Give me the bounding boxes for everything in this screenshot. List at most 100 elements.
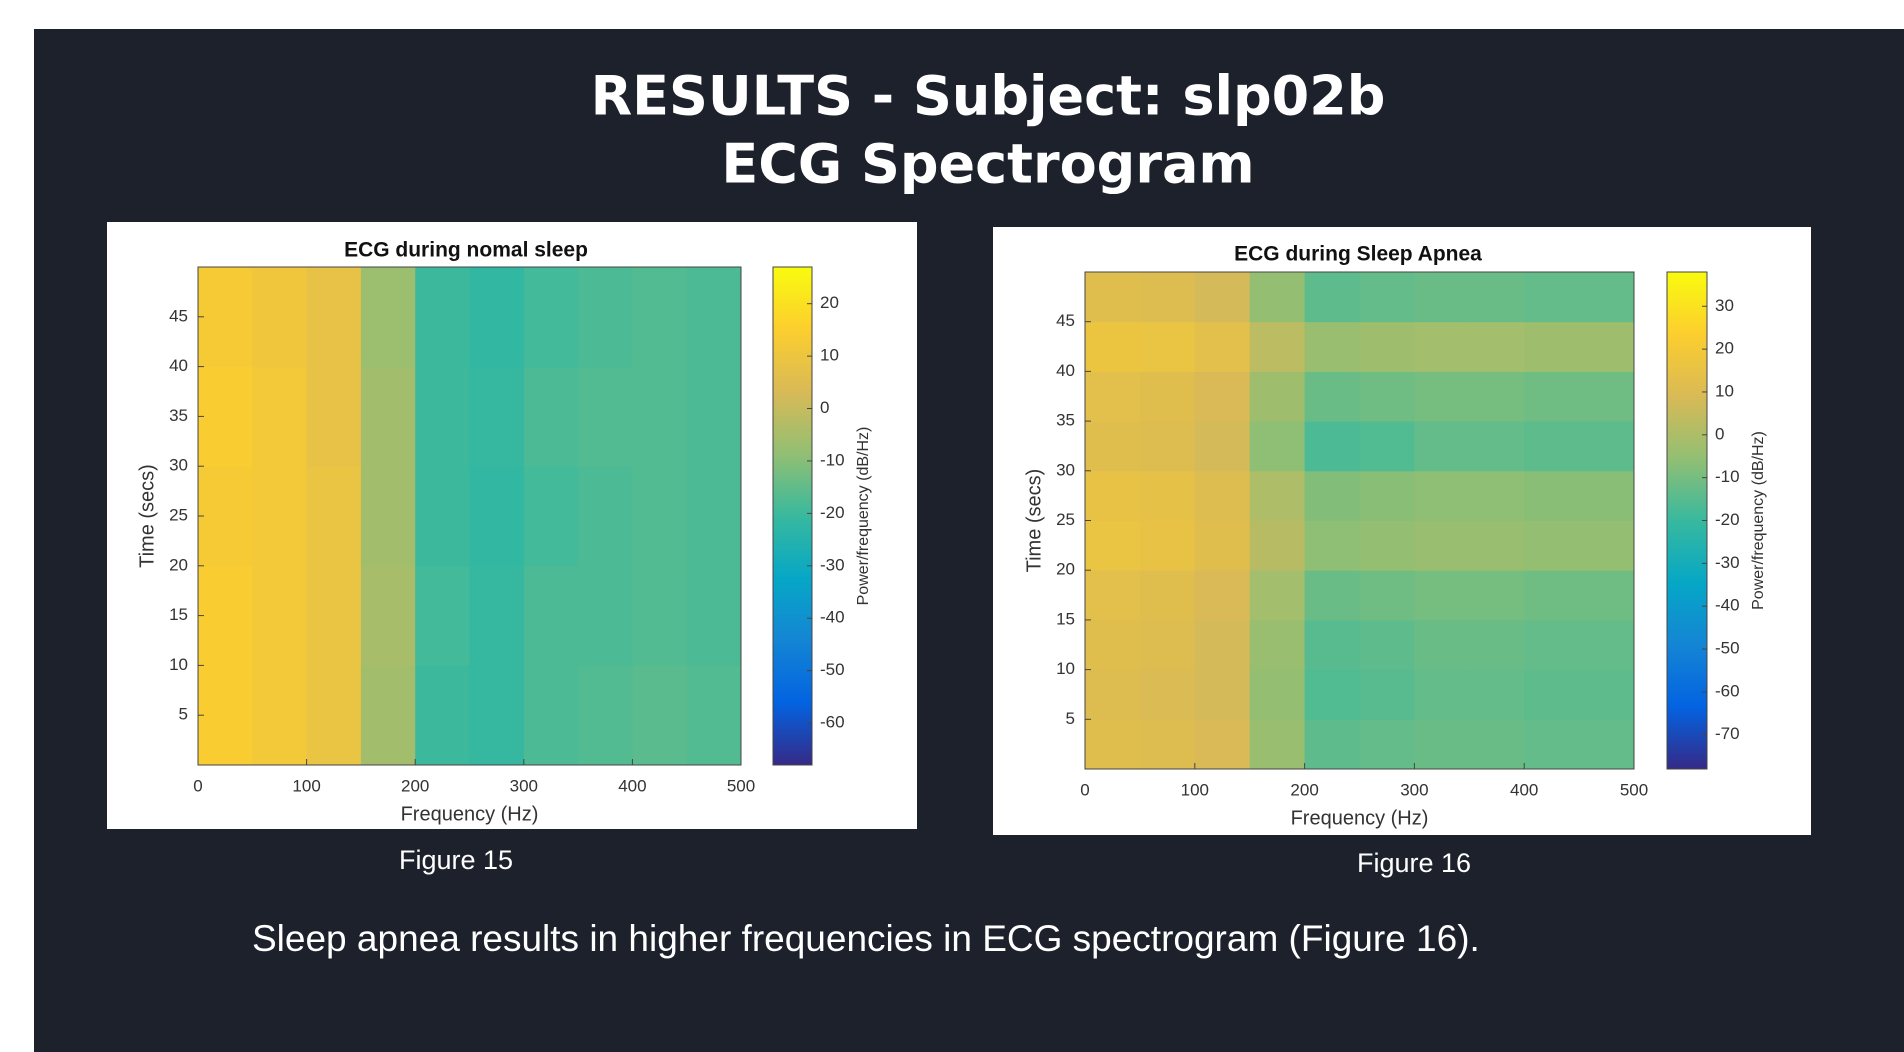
heatmap-cell — [1305, 471, 1360, 521]
heatmap-cell — [1195, 570, 1250, 620]
y-tick-label: 20 — [169, 555, 188, 574]
heatmap-cell — [198, 367, 253, 467]
x-tick-label: 500 — [727, 776, 755, 795]
heatmap-cell — [1250, 620, 1305, 670]
colorbar-tick-label: -10 — [1715, 467, 1740, 486]
heatmap-cell — [632, 665, 687, 765]
heatmap-cell — [1579, 620, 1634, 670]
heatmap-cell — [1524, 719, 1579, 769]
heatmap-cell — [1085, 322, 1140, 372]
heatmap-cell — [1469, 272, 1524, 322]
heatmap-cell — [1579, 570, 1634, 620]
heatmap-cell — [1140, 421, 1195, 471]
heatmap-cell — [361, 267, 416, 367]
figure-caption: Figure 16 — [1357, 848, 1471, 878]
heatmap-cell — [578, 566, 633, 666]
heatmap-cell — [1524, 272, 1579, 322]
heatmap-cell — [1524, 322, 1579, 372]
heatmap-cell — [1250, 719, 1305, 769]
heatmap-cell — [307, 466, 362, 566]
heatmap-cell — [1250, 421, 1305, 471]
heatmap-cell — [198, 665, 253, 765]
x-axis-label: Frequency (Hz) — [401, 803, 539, 825]
heatmap-cell — [1469, 371, 1524, 421]
heatmap-cell — [578, 367, 633, 467]
slide-title: RESULTS - Subject: slp02b — [591, 65, 1386, 128]
heatmap-cell — [1195, 322, 1250, 372]
heatmap-cell — [198, 566, 253, 666]
colorbar-tick-label: -40 — [820, 608, 845, 627]
heatmap-cell — [524, 367, 579, 467]
heatmap-cell — [1579, 272, 1634, 322]
heatmap-cell — [252, 566, 307, 666]
y-tick-label: 30 — [169, 456, 188, 475]
heatmap-cell — [1414, 719, 1469, 769]
heatmap-cell — [1305, 570, 1360, 620]
heatmap-cell — [1360, 719, 1415, 769]
heatmap-cell — [1524, 421, 1579, 471]
y-tick-label: 15 — [169, 605, 188, 624]
heatmap-cell — [1414, 371, 1469, 421]
heatmap-cell — [1085, 521, 1140, 571]
heatmap-cell — [1414, 670, 1469, 720]
heatmap-cell — [1250, 670, 1305, 720]
heatmap-cell — [252, 367, 307, 467]
colorbar-tick-label: 20 — [1715, 339, 1734, 358]
heatmap-cell — [1414, 322, 1469, 372]
y-tick-label: 5 — [179, 705, 188, 724]
x-tick-label: 0 — [193, 776, 202, 795]
heatmap-cell — [361, 665, 416, 765]
heatmap-cell — [1250, 521, 1305, 571]
heatmap-cell — [1469, 521, 1524, 571]
heatmap-cell — [198, 466, 253, 566]
heatmap-cell — [361, 367, 416, 467]
y-tick-label: 10 — [1056, 659, 1075, 678]
y-tick-label: 5 — [1066, 709, 1075, 728]
heatmap-cell — [1360, 670, 1415, 720]
heatmap-cell — [1305, 620, 1360, 670]
x-tick-label: 0 — [1080, 780, 1089, 799]
colorbar-tick-label: 30 — [1715, 296, 1734, 315]
heatmap-cell — [1579, 719, 1634, 769]
heatmap-cell — [1195, 620, 1250, 670]
heatmap-cell — [1250, 570, 1305, 620]
chart-title: ECG during Sleep Apnea — [1234, 243, 1482, 266]
heatmap-cell — [415, 367, 470, 467]
heatmap-cell — [307, 665, 362, 765]
heatmap-cell — [1140, 322, 1195, 372]
heatmap-cell — [578, 267, 633, 367]
heatmap-cell — [1140, 371, 1195, 421]
heatmap-cell — [1579, 371, 1634, 421]
colorbar-tick-label: -20 — [820, 503, 845, 522]
heatmap-cell — [1524, 371, 1579, 421]
heatmap-cell — [1140, 719, 1195, 769]
heatmap-cell — [1360, 421, 1415, 471]
heatmap-cell — [1414, 620, 1469, 670]
heatmap-cell — [578, 466, 633, 566]
heatmap-cell — [632, 566, 687, 666]
heatmap-cell — [1250, 322, 1305, 372]
heatmap-cell — [524, 466, 579, 566]
colorbar-tick-label: 20 — [820, 293, 839, 312]
heatmap-cell — [1414, 471, 1469, 521]
heatmap-cell — [470, 665, 525, 765]
heatmap-cell — [1085, 371, 1140, 421]
heatmap-cell — [1524, 471, 1579, 521]
heatmap-cell — [632, 367, 687, 467]
heatmap-cell — [1579, 521, 1634, 571]
heatmap-cell — [361, 566, 416, 666]
colorbar — [773, 267, 812, 765]
colorbar-tick-label: -50 — [820, 660, 845, 679]
heatmap-cell — [578, 665, 633, 765]
heatmap-cell — [1414, 521, 1469, 571]
colorbar-label: Power/frequency (dB/Hz) — [1750, 431, 1767, 610]
heatmap-cell — [470, 267, 525, 367]
y-tick-label: 20 — [1056, 560, 1075, 579]
heatmap-cell — [1360, 371, 1415, 421]
heatmap-cell — [1469, 719, 1524, 769]
summary-text: Sleep apnea results in higher frequencie… — [252, 918, 1480, 959]
heatmap-cell — [1305, 421, 1360, 471]
colorbar-tick-label: -40 — [1715, 596, 1740, 615]
heatmap-cell — [1524, 521, 1579, 571]
heatmap-cell — [1250, 272, 1305, 322]
